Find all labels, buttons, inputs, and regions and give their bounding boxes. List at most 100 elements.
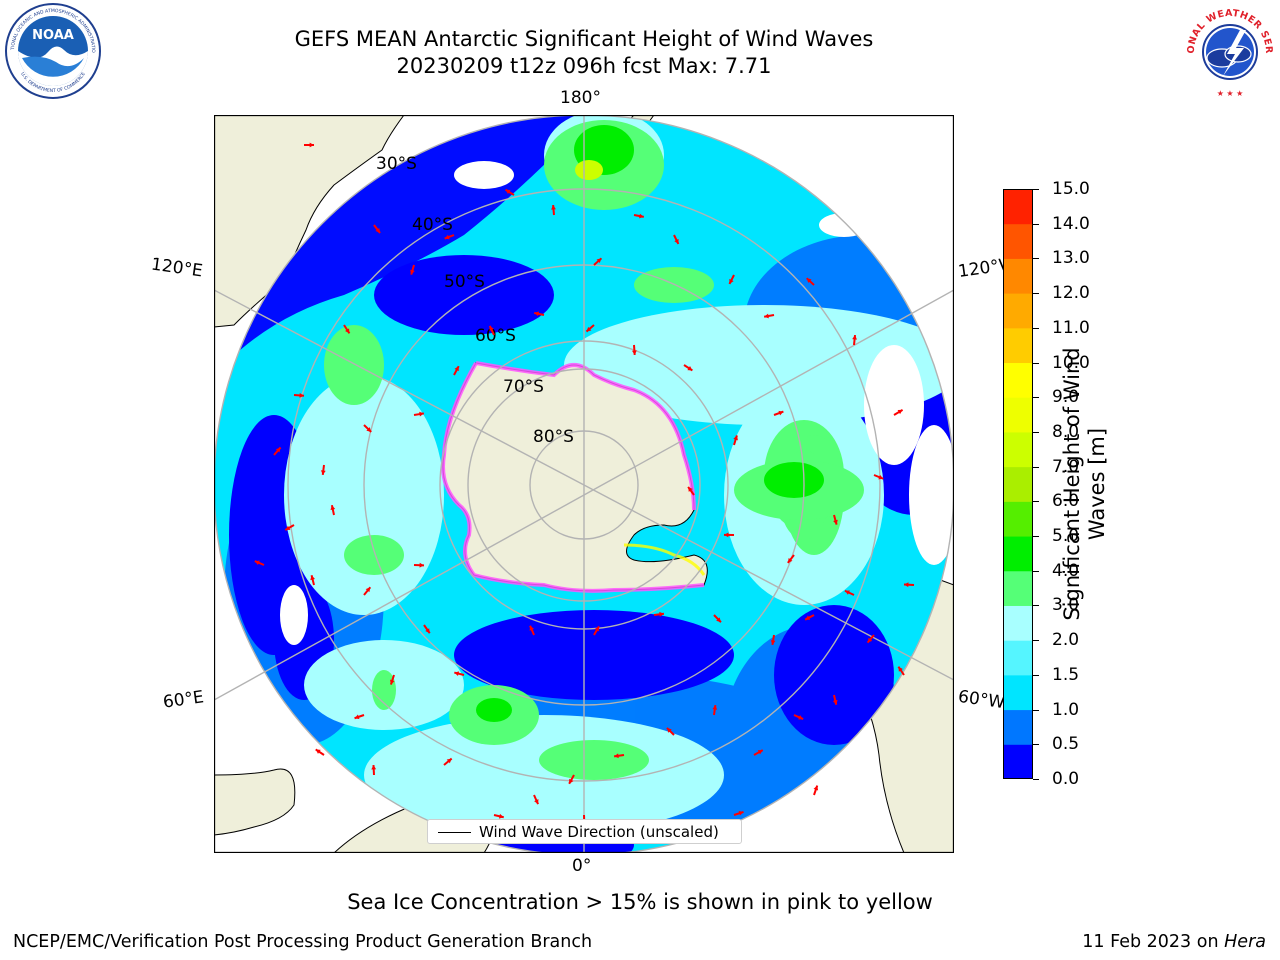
wave-arrow-head: [446, 758, 452, 764]
wave-arrow-head: [389, 679, 395, 685]
wave-arrow-head: [878, 474, 884, 480]
wave-arrow-head: [659, 611, 664, 617]
wave-arrow-head: [867, 637, 873, 643]
colorbar-tick-label: 11.0: [1052, 317, 1090, 338]
wave-arrow-head: [738, 810, 744, 816]
wave-arrow-head: [275, 447, 281, 453]
colorbar-bin: [1003, 431, 1033, 468]
colorbar-bin: [1003, 466, 1033, 502]
wave-arrow-head: [419, 562, 424, 568]
colorbar-tick: [1033, 189, 1039, 190]
wave-arrow-head: [729, 278, 734, 284]
wave-arrow-head: [852, 335, 857, 340]
map-title: GEFS MEAN Antarctic Significant Height o…: [294, 27, 874, 51]
wave-arrow-head: [569, 778, 574, 784]
wave-arrow-head: [365, 587, 371, 593]
lon-label-120e: 120°E: [149, 254, 204, 282]
colorbar-bin: [1003, 536, 1033, 572]
svg-text:NOAA: NOAA: [32, 28, 74, 43]
lon-label-60e: 60°E: [161, 687, 206, 713]
wave-arrow-head: [844, 590, 850, 595]
wave-arrow-head: [666, 727, 672, 733]
lon-label-180: 180°: [560, 88, 601, 108]
colorbar-bin: [1003, 640, 1033, 676]
colorbar-tick-label: 10.0: [1052, 352, 1090, 373]
wave-arrow-head: [833, 519, 838, 525]
colorbar-tick: [1033, 293, 1039, 295]
wave-arrow-head: [345, 328, 350, 334]
wave-arrow-head: [770, 640, 776, 645]
colorbar-bin: [1003, 189, 1033, 225]
colorbar-bin: [1003, 709, 1033, 745]
colorbar-tick-label: 15.0: [1052, 179, 1090, 199]
wave-arrow-head: [904, 582, 909, 588]
wave-arrow-head: [716, 617, 721, 623]
wave-arrow-head: [596, 258, 602, 264]
colorbar-tick: [1033, 466, 1039, 468]
colorbar-bin: [1003, 293, 1033, 329]
wave-arrow-head: [310, 575, 315, 581]
colorbar-bin: [1003, 223, 1033, 259]
colorbar-bin: [1003, 674, 1033, 711]
lat-label-30s: 30°S: [376, 154, 417, 174]
colorbar-tick-label: 7.0: [1052, 456, 1080, 477]
colorbar-tick-label: 1.0: [1052, 699, 1080, 720]
wave-arrow-head: [299, 393, 304, 398]
wave-arrow-head: [586, 326, 592, 332]
colorbar-bin: [1003, 605, 1033, 641]
wave-arrow-head: [632, 350, 637, 355]
colorbar-tick-label: 6.0: [1052, 491, 1080, 512]
wave-arrow-head: [787, 557, 793, 563]
footer-date: 11 Feb 2023 on Hera: [1082, 932, 1266, 952]
colorbar-tick: [1033, 327, 1039, 329]
colorbar-tick-label: 9.0: [1052, 387, 1080, 408]
colorbar-tick: [1033, 223, 1039, 225]
colorbar-tick-label: 8.0: [1052, 421, 1080, 442]
wave-arrow-head: [371, 765, 377, 770]
colorbar-tick-label: 5.0: [1052, 526, 1080, 547]
colorbar: [1003, 189, 1033, 779]
colorbar-tick: [1033, 709, 1039, 711]
colorbar-tick-label: 0.5: [1052, 734, 1080, 755]
colorbar-tick-label: 0.0: [1052, 769, 1080, 789]
colorbar-tick: [1033, 397, 1039, 399]
wave-arrow-head: [315, 749, 321, 754]
wave-arrow-head: [687, 366, 693, 371]
colorbar-tick: [1033, 431, 1039, 433]
map-legend: Wind Wave Direction (unscaled): [427, 819, 742, 844]
colorbar-tick-label: 4.0: [1052, 560, 1080, 581]
lat-label-50s: 50°S: [444, 272, 485, 292]
wave-arrow-head: [898, 666, 903, 672]
wave-arrow-head: [505, 189, 511, 195]
wave-arrow-head: [806, 278, 812, 283]
wave-arrow-head: [757, 750, 763, 755]
wave-arrow-head: [712, 705, 718, 710]
colorbar-tick-label: 2.0: [1052, 630, 1080, 651]
map-subtitle: 20230209 t12z 096h fcst Max: 7.71: [396, 54, 772, 78]
colorbar-tick: [1033, 640, 1039, 642]
colorbar-tick: [1033, 779, 1039, 780]
wave-arrow-head: [489, 325, 494, 331]
wave-arrow-head: [320, 470, 326, 475]
lon-label-0: 0°: [572, 856, 592, 876]
lat-label-70s: 70°S: [503, 377, 544, 397]
noaa-logo: NOAA NATIONAL OCEANIC AND ATMOSPHERIC AD…: [4, 2, 101, 99]
wave-arrow-head: [733, 435, 738, 441]
lat-label-80s: 80°S: [533, 427, 574, 447]
colorbar-bin: [1003, 327, 1033, 364]
colorbar-bin: [1003, 258, 1033, 294]
colorbar-tick: [1033, 501, 1039, 503]
wave-arrow-head: [454, 366, 459, 372]
wave-arrow-head: [498, 813, 504, 819]
wave-arrow-head: [410, 269, 415, 275]
nws-logo: NATIONAL WEATHER SERVICE ★ ★ ★: [1180, 0, 1278, 98]
wind-wave-arrows: [254, 142, 915, 843]
colorbar-tick: [1033, 570, 1039, 572]
colorbar-title: Significant Height of Wind Waves [m]: [1060, 347, 1109, 621]
legend-label: Wind Wave Direction (unscaled): [479, 823, 719, 841]
wave-arrow-head: [594, 626, 599, 632]
wave-arrow-head: [551, 205, 556, 210]
colorbar-tick-label: 13.0: [1052, 248, 1090, 269]
colorbar-bin: [1003, 570, 1033, 606]
lat-label-60s: 60°S: [475, 326, 516, 346]
